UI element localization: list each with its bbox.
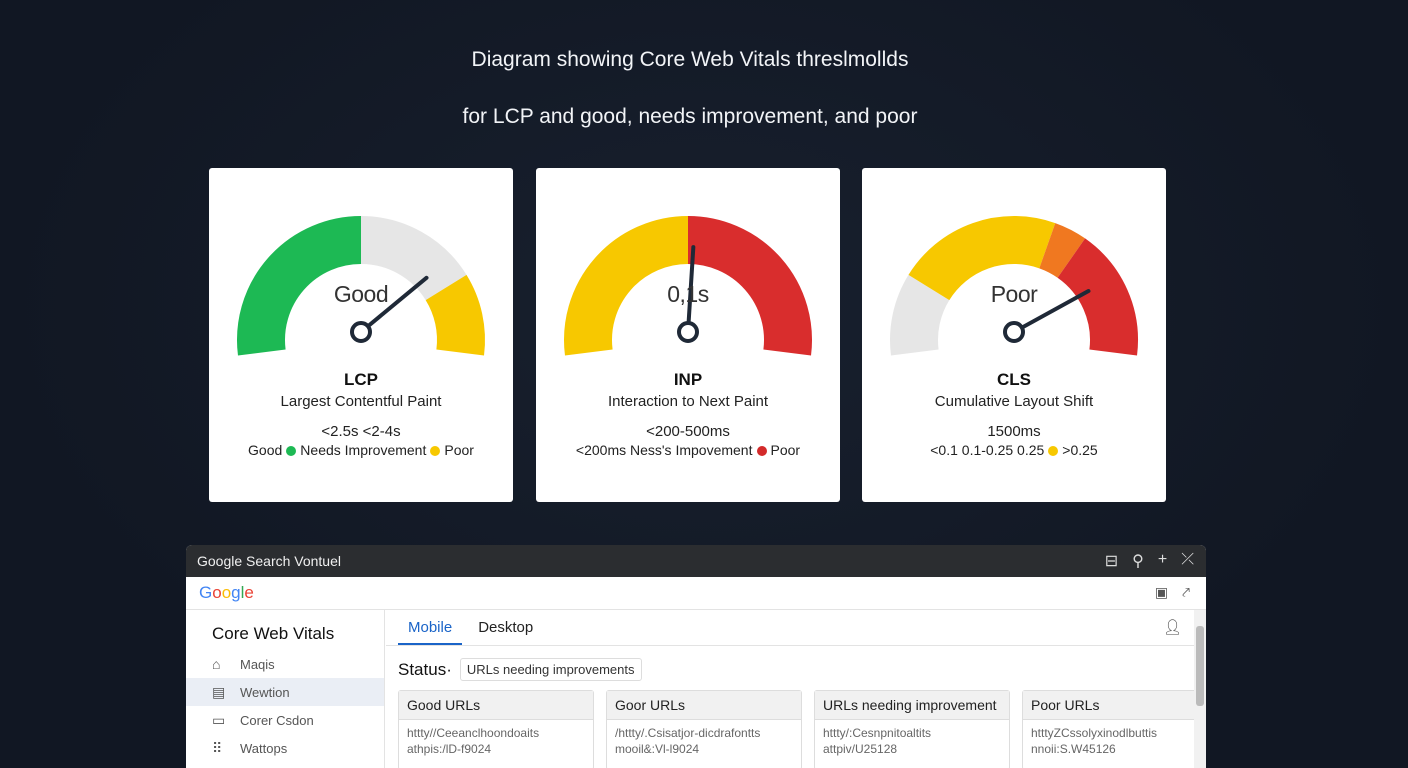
page-icon: ▤ — [212, 683, 226, 700]
share-icon[interactable]: ⤤ — [1182, 584, 1190, 600]
sidebar-title: Core Web Vitals — [212, 624, 335, 643]
status-label: Status· — [398, 659, 452, 679]
gauge-segment — [360, 216, 467, 301]
sidebar-item-4[interactable]: ⠿ Wattops — [212, 739, 288, 756]
gauge-label: Poor — [990, 281, 1038, 307]
gauge-label: Good — [333, 281, 389, 307]
tab-desktop[interactable]: Desktop — [478, 619, 534, 636]
column-header: Good URLs — [399, 691, 593, 720]
column-header: Poor URLs — [1023, 691, 1206, 720]
url-column: URLs needing improvement httty/:Cesnpnito… — [814, 690, 1010, 768]
legend: Good Needs Improvement Poor — [209, 442, 513, 458]
legend: <200ms Ness's Impovement Poor — [536, 442, 840, 458]
legend-item: Good — [248, 442, 283, 458]
url-column: Goor URLs/httty/.Csisatjor-dicdrafontts m… — [606, 690, 802, 768]
heading-line-1: Diagram showing Core Web Vitals threslmo… — [471, 48, 909, 71]
url-text[interactable]: /httty/.Csisatjor-dicdrafontts — [615, 726, 761, 740]
legend-item: >0.25 — [1062, 442, 1098, 458]
metric-abbr: CLS — [997, 370, 1031, 389]
url-text[interactable]: mooil&:Vl-l9024 — [615, 742, 700, 756]
gauge-segment — [564, 216, 689, 356]
gauge-needle — [1012, 289, 1091, 334]
metric-name: Cumulative Layout Shift — [934, 393, 1094, 410]
legend-dot-icon — [1048, 446, 1059, 456]
notification-icon[interactable]: ⤫ — [1181, 551, 1194, 568]
sidebar-item-1[interactable]: ⌂ Maqis — [212, 656, 275, 672]
needle-hub — [1003, 321, 1025, 343]
url-text[interactable]: httty/:Cesnpnitoaltits — [823, 726, 932, 740]
heading-line-2: for LCP and good, needs improvement, and… — [462, 105, 918, 128]
gauge-segment — [1056, 238, 1138, 356]
sidebar-item-3[interactable]: ▭ Corer Csdon — [212, 711, 314, 728]
metric-name: Largest Contentful Paint — [280, 393, 442, 410]
gauge-segment — [425, 274, 485, 356]
url-text[interactable]: httty//Ceeanclhoondoaits — [407, 726, 540, 740]
scrollbar[interactable] — [1194, 610, 1206, 768]
url-column: Poor URLs htttyZCssolyxinodlbuttis nnoii:S… — [1022, 690, 1206, 768]
clipboard-icon[interactable]: ▣ — [1154, 584, 1169, 600]
google-logo: Google — [199, 583, 254, 602]
legend-dot-icon — [430, 446, 441, 456]
legend-dot-icon — [756, 446, 767, 456]
legend-dot-icon — [286, 446, 297, 456]
metric-name: Interaction to Next Paint — [607, 393, 769, 410]
metric-thresholds: 1500ms — [987, 423, 1041, 440]
sidebar-item-2[interactable]: ▤ Wewtion — [186, 678, 384, 706]
user-icon[interactable]: 👤︎ — [1162, 619, 1182, 636]
minimize-icon[interactable]: ⊟ — [1104, 553, 1119, 570]
status-chip[interactable]: URLs needing improvements — [459, 658, 642, 681]
title-bar: Google Search Vontuel ⊟ ⚲ + ⤫ — [186, 545, 1206, 577]
home-icon: ⌂ — [212, 656, 221, 672]
legend-item: <0.1 0.1-0.25 0.25 — [930, 442, 1045, 458]
window-title: Google Search Vontuel — [197, 553, 341, 569]
search-console-window: Google Search Vontuel ⊟ ⚲ + ⤫ Google ▣ ⤤ … — [186, 545, 1206, 768]
legend-item: <200ms Ness's Impovement — [575, 442, 753, 458]
gauge — [237, 216, 485, 356]
gauge-segment — [908, 216, 1056, 301]
url-text[interactable]: attpiv/U25128 — [823, 742, 898, 756]
metric-card-cls: Poor CLS Cumulative Layout Shift 1500ms … — [862, 168, 1166, 502]
add-icon[interactable]: + — [1157, 551, 1168, 568]
metric-thresholds: <2.5s <2-4s — [321, 423, 401, 440]
gauge-segment — [687, 216, 812, 356]
search-icon[interactable]: ⚲ — [1132, 553, 1144, 570]
url-text[interactable]: htttyZCssolyxinodlbuttis — [1031, 726, 1158, 740]
monitor-icon: ▭ — [212, 711, 226, 728]
gauge-needle — [686, 245, 696, 334]
gauge-segment — [237, 216, 362, 356]
metric-card-inp: 0,1s INP Interaction to Next Paint <200-… — [536, 168, 840, 502]
url-text[interactable]: athpis:/lD-f9024 — [407, 742, 492, 756]
gauge — [890, 216, 1138, 356]
grid-icon: ⠿ — [212, 739, 223, 756]
legend: <0.1 0.1-0.25 0.25 >0.25 — [862, 442, 1166, 458]
metric-thresholds: <200-500ms — [646, 423, 730, 440]
sidebar: Core Web Vitals ⌂ Maqis ▤ Wewtion ▭ Corer C… — [186, 610, 385, 768]
legend-item: Needs Improvement — [300, 442, 427, 458]
metric-abbr: LCP — [344, 370, 378, 389]
gauge — [564, 216, 812, 356]
column-header: URLs needing improvement — [815, 691, 1009, 720]
column-header: Goor URLs — [607, 691, 801, 720]
gauge-segment — [890, 274, 950, 356]
gauge-segment — [1038, 223, 1086, 279]
needle-hub — [677, 321, 699, 343]
url-column: Good URLs httty//Ceeanclhoondoaits athpis:… — [398, 690, 594, 768]
url-text[interactable]: nnoii:S.W45126 — [1031, 742, 1116, 756]
tab-mobile[interactable]: Mobile — [398, 610, 463, 645]
metric-abbr: INP — [673, 370, 703, 389]
metric-card-lcp: Good LCP Largest Contentful Paint <2.5s … — [209, 168, 513, 502]
gauge-needle — [359, 275, 429, 334]
legend-item: Poor — [770, 442, 801, 458]
needle-hub — [350, 321, 372, 343]
gauge-label: 0,1s — [667, 281, 709, 307]
legend-item: Poor — [444, 442, 474, 458]
